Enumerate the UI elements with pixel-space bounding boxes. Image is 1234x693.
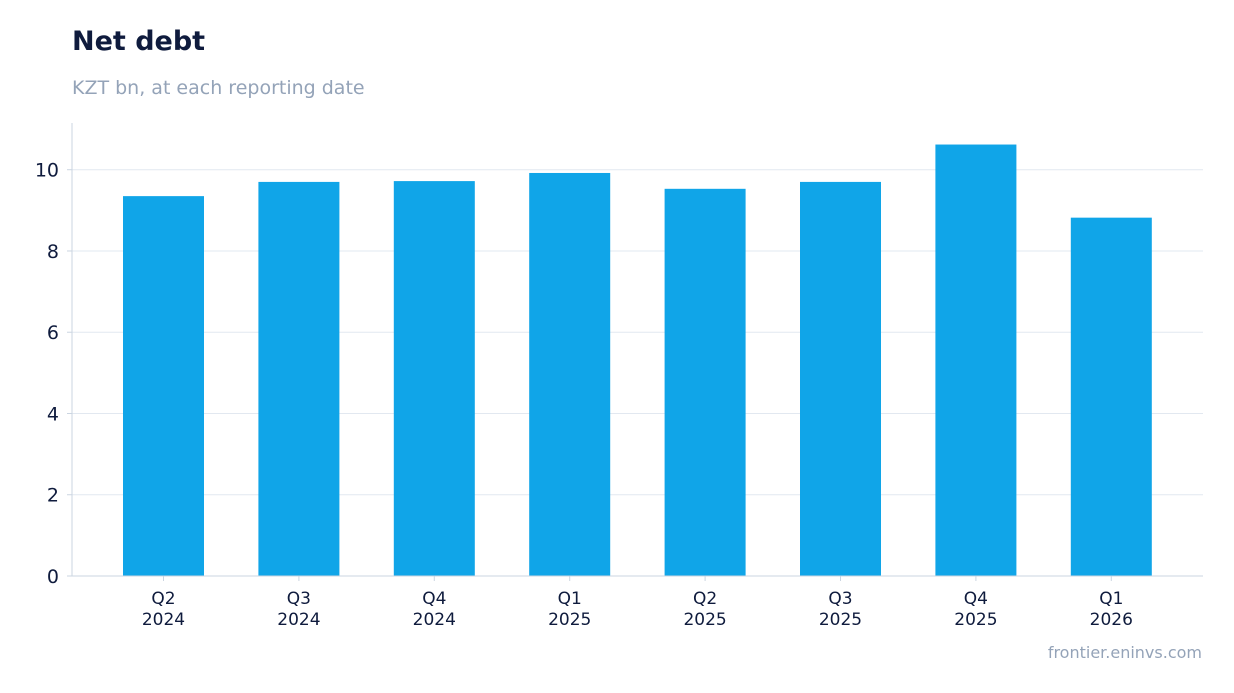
bar <box>123 196 204 576</box>
y-tick-label: 6 <box>47 322 59 344</box>
x-tick-label: Q1 <box>1099 589 1123 609</box>
y-tick-label: 2 <box>47 485 59 507</box>
grid-lines <box>72 169 1203 496</box>
bar <box>935 144 1017 577</box>
x-tick-label: 2025 <box>954 610 997 630</box>
source-credit: frontier.eninvs.com <box>1047 643 1202 662</box>
x-tick-label: 2024 <box>413 610 456 630</box>
bars <box>123 144 1152 577</box>
x-tick-label: 2024 <box>142 610 185 630</box>
bar <box>664 188 746 576</box>
bar <box>393 181 475 576</box>
x-tick-label: Q4 <box>422 589 446 609</box>
y-tick-label: 4 <box>47 403 59 425</box>
x-tick-label: Q2 <box>693 589 717 609</box>
x-tick-label: Q1 <box>558 589 582 609</box>
chart-title: Net debt <box>72 26 206 57</box>
x-tick-label: Q3 <box>287 589 311 609</box>
y-tick-label: 0 <box>47 566 59 588</box>
axes <box>67 123 1203 581</box>
x-tick-label: Q3 <box>828 589 852 609</box>
bar <box>1070 217 1152 576</box>
y-tick-label: 8 <box>47 241 59 263</box>
x-tick-label: 2025 <box>819 610 862 630</box>
bar <box>529 172 611 576</box>
y-tick-labels: 0 2 4 6 8 10 <box>35 160 59 588</box>
x-tick-label: 2025 <box>548 610 591 630</box>
x-tick-label: Q2 <box>151 589 175 609</box>
x-tick-label: 2026 <box>1090 610 1133 630</box>
x-tick-label: Q4 <box>964 589 988 609</box>
x-tick-labels: Q22024Q32024Q42024Q12025Q22025Q32025Q420… <box>142 589 1133 630</box>
bar <box>800 181 881 576</box>
x-tick-label: 2025 <box>683 610 726 630</box>
x-tick-label: 2024 <box>277 610 320 630</box>
y-tick-label: 10 <box>35 160 59 182</box>
chart-subtitle: KZT bn, at each reporting date <box>72 77 365 99</box>
bar <box>258 181 340 576</box>
